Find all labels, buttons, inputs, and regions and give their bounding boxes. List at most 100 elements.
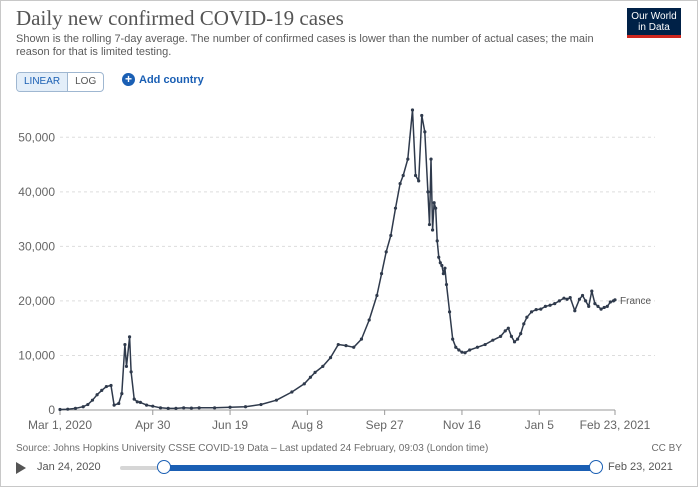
data-point [144, 403, 149, 407]
data-point [398, 182, 402, 186]
data-point [516, 337, 520, 341]
data-point [197, 406, 201, 410]
data-point [529, 310, 534, 314]
data-point [321, 364, 325, 368]
line-chart: 0 10,000 20,000 30,000 40,000 50,000 Mar 1, 20… [18, 108, 655, 432]
data-point [86, 402, 90, 407]
x-tick-label: Apr 30 [135, 418, 171, 432]
owid-logo[interactable]: Our World in Data [627, 8, 681, 38]
y-tick-label: 40,000 [18, 185, 55, 199]
data-point [608, 300, 612, 304]
data-point [506, 326, 510, 330]
data-point [375, 293, 379, 298]
x-tick-label: Mar 1, 2020 [28, 418, 92, 432]
data-point [406, 157, 410, 161]
x-tick-label: Nov 16 [443, 418, 481, 432]
data-point [367, 318, 371, 322]
data-point [302, 382, 306, 386]
data-point [434, 206, 438, 210]
data-point [132, 397, 136, 401]
linear-scale-button[interactable]: LINEAR [17, 73, 69, 91]
add-country-button[interactable]: + Add country [122, 73, 204, 86]
data-point [599, 307, 603, 311]
timeline-end-handle[interactable] [589, 460, 603, 474]
data-point [328, 356, 333, 360]
data-point [463, 351, 467, 355]
data-point [596, 304, 600, 308]
logo-accent-bar [627, 35, 681, 38]
data-point [602, 305, 606, 310]
scale-toggle: LINEAR LOG [16, 72, 105, 92]
y-tick-label: 0 [48, 403, 55, 417]
data-point [430, 228, 435, 232]
data-point [274, 398, 279, 402]
data-point [580, 293, 585, 298]
data-point [308, 375, 313, 379]
data-point [491, 338, 495, 342]
data-point [457, 348, 461, 352]
data-point [543, 304, 548, 308]
timeline-end-date: Feb 23, 2021 [608, 461, 673, 473]
data-point [512, 340, 517, 344]
y-tick-label: 20,000 [18, 294, 55, 308]
data-point [483, 342, 487, 347]
chart-subtitle: Shown is the rolling 7-day average. The … [16, 33, 594, 58]
x-tick-label: Aug 8 [292, 418, 324, 432]
log-scale-button[interactable]: LOG [75, 76, 97, 87]
data-point [423, 130, 427, 134]
data-point [444, 282, 449, 287]
data-point [129, 370, 133, 374]
data-point [112, 403, 116, 407]
data-point [468, 348, 472, 352]
data-point [447, 310, 452, 314]
data-point [243, 405, 248, 409]
data-point [344, 344, 348, 348]
data-point [557, 299, 561, 303]
chart-title: Daily new confirmed COVID-19 cases [16, 6, 344, 30]
logo-line-2: in Data [638, 22, 670, 33]
data-point [587, 304, 591, 308]
series-label: France [620, 296, 652, 307]
timeline-selected-range [163, 465, 596, 471]
data-point [124, 364, 129, 368]
data-point [509, 334, 514, 338]
data-point [109, 383, 113, 388]
data-point [135, 400, 139, 404]
data-point [73, 406, 78, 410]
data-point [100, 388, 104, 392]
data-point [454, 345, 458, 349]
data-point [503, 329, 507, 333]
y-tick-label: 50,000 [18, 130, 55, 144]
data-point [553, 302, 557, 306]
x-tick-label: Feb 23, 2021 [580, 418, 651, 432]
data-point [427, 222, 432, 227]
data-point [359, 337, 364, 341]
x-tick-label: Jan 5 [525, 418, 555, 432]
license-label[interactable]: CC BY [651, 443, 682, 454]
data-point [379, 272, 384, 276]
data-point [117, 401, 121, 406]
data-point [166, 406, 170, 410]
data-point [426, 190, 430, 194]
data-point [384, 250, 388, 254]
x-tick-label: Sep 27 [366, 418, 404, 432]
data-point [410, 108, 415, 112]
data-point [123, 342, 127, 347]
series-line-france [59, 109, 616, 411]
data-point [437, 255, 441, 259]
data-point [151, 404, 155, 408]
data-point [593, 302, 597, 306]
data-point [460, 350, 464, 354]
data-point [90, 398, 95, 402]
data-point [420, 113, 424, 118]
data-point [174, 406, 178, 410]
data-point [417, 179, 421, 183]
data-point [389, 233, 393, 238]
play-icon[interactable] [16, 462, 26, 474]
timeline-start-handle[interactable] [157, 460, 171, 474]
data-point [127, 335, 132, 339]
data-point [228, 405, 232, 409]
data-point [432, 201, 436, 205]
data-point [290, 390, 294, 394]
